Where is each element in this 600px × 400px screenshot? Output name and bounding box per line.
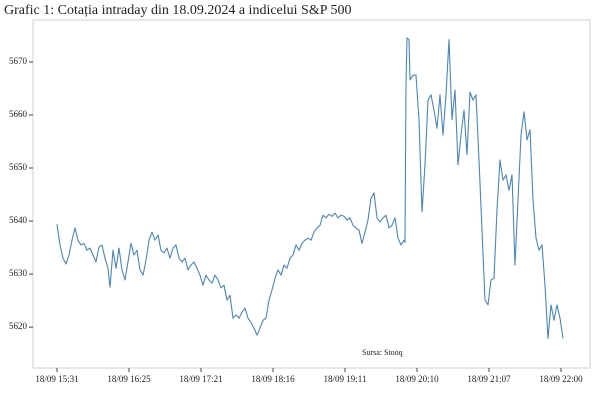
source-note: Sursa: Stooq — [362, 348, 403, 357]
x-tick-label: 18/09 16:25 — [107, 374, 151, 384]
y-tick-label: 5620 — [9, 321, 28, 331]
x-tick-label: 18/09 21:07 — [467, 374, 511, 384]
x-tick-label: 18/09 20:10 — [395, 374, 439, 384]
y-tick-label: 5650 — [9, 162, 28, 172]
x-tick-label: 18/09 17:21 — [179, 374, 222, 384]
x-tick-label: 18/09 18:16 — [251, 374, 295, 384]
y-tick-label: 5660 — [9, 109, 28, 119]
x-tick-label: 18/09 19:11 — [324, 374, 367, 384]
y-tick-label: 5640 — [9, 215, 28, 225]
x-tick-label: 18/09 22:00 — [539, 374, 583, 384]
x-tick-label: 18/09 15:31 — [35, 374, 78, 384]
price-line — [56, 37, 564, 339]
y-tick-label: 5670 — [9, 56, 28, 66]
plot-frame — [32, 19, 591, 369]
chart-title: Grafic 1: Cotația intraday din 18.09.202… — [4, 3, 351, 18]
y-tick-label: 5630 — [9, 268, 28, 278]
